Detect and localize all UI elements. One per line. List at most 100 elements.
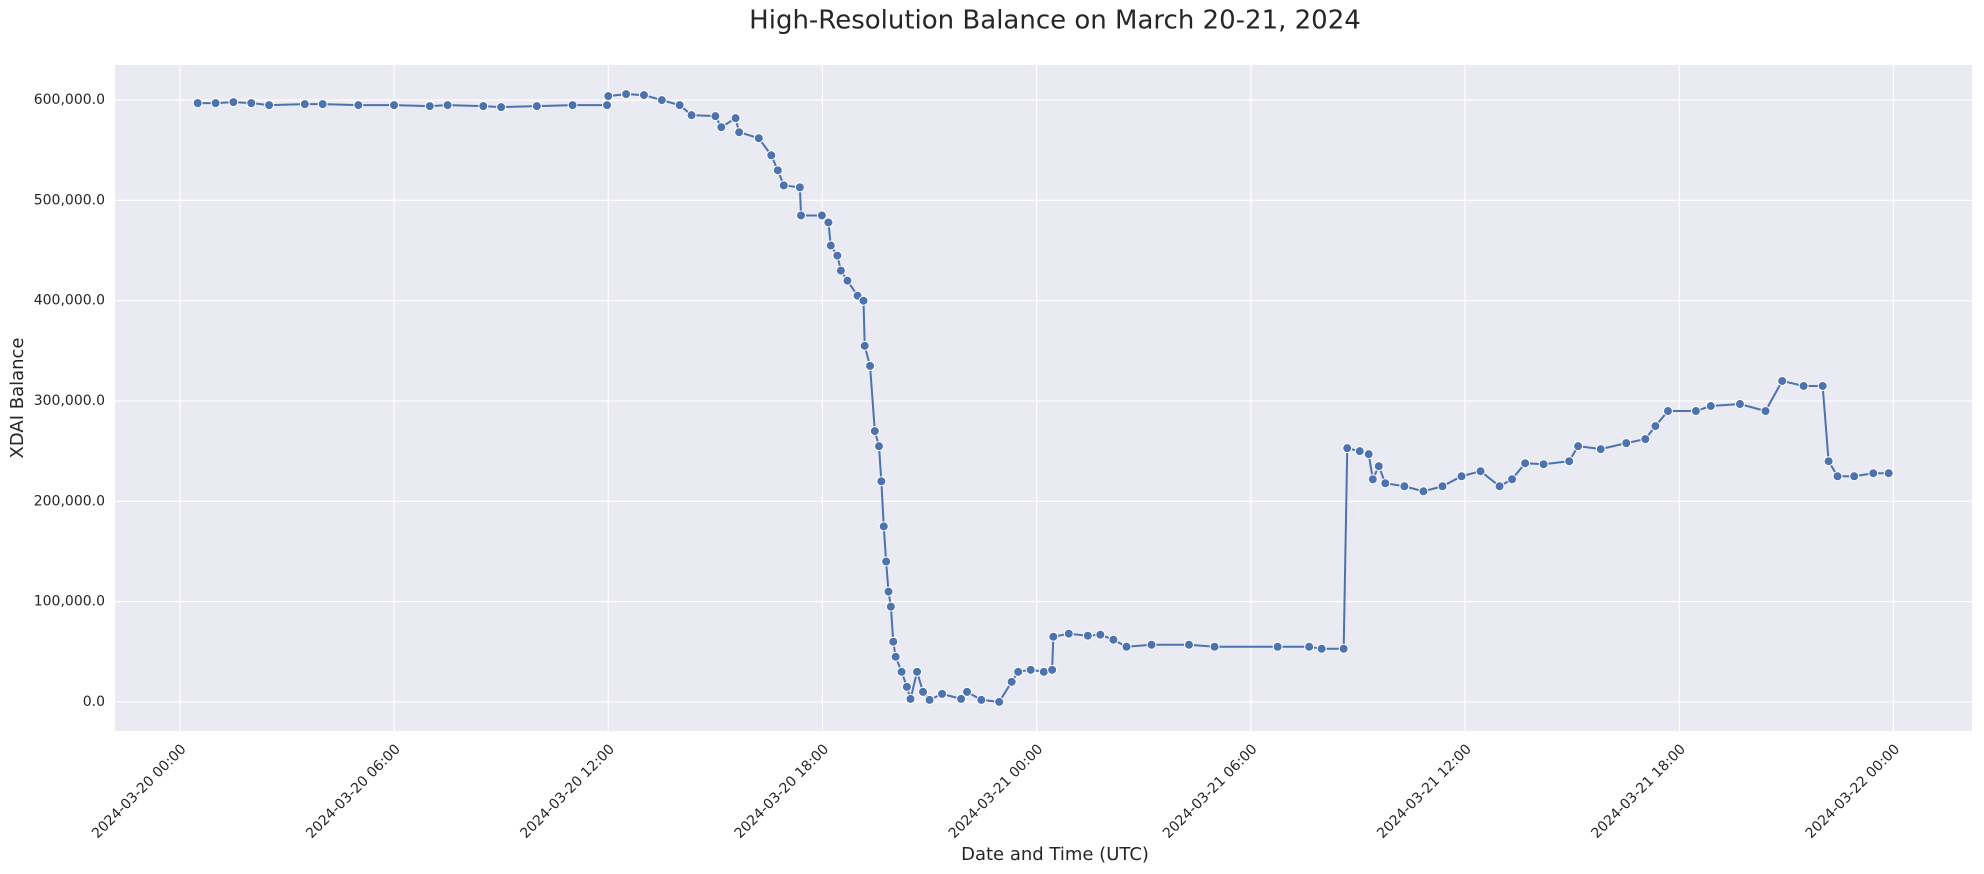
marker xyxy=(1760,406,1771,417)
marker xyxy=(956,693,967,704)
marker xyxy=(192,98,203,109)
marker xyxy=(1048,631,1059,642)
y-tick-label: 500,000.0 xyxy=(34,192,105,208)
marker xyxy=(621,89,632,100)
marker xyxy=(1342,443,1353,454)
marker xyxy=(858,295,869,306)
marker xyxy=(1095,629,1106,640)
marker xyxy=(962,686,973,697)
marker xyxy=(424,101,435,112)
marker xyxy=(603,91,614,102)
marker xyxy=(1338,643,1349,654)
y-tick-label: 100,000.0 xyxy=(34,594,105,610)
marker xyxy=(228,97,239,108)
marker xyxy=(1146,639,1157,650)
marker xyxy=(1399,481,1410,492)
marker xyxy=(753,133,764,144)
marker xyxy=(1520,458,1531,469)
marker xyxy=(1662,406,1673,417)
marker xyxy=(1063,628,1074,639)
y-tick-label: 600,000.0 xyxy=(34,92,105,108)
y-tick-label: 400,000.0 xyxy=(34,293,105,309)
marker xyxy=(937,688,948,699)
marker xyxy=(1418,486,1429,497)
marker xyxy=(1883,468,1894,479)
marker xyxy=(1475,466,1486,477)
plot-area xyxy=(115,65,1972,731)
marker xyxy=(1538,459,1549,470)
marker xyxy=(1650,421,1661,432)
marker xyxy=(865,360,876,371)
marker xyxy=(1006,676,1017,687)
marker xyxy=(976,694,987,705)
y-tick-label: 200,000.0 xyxy=(34,493,105,509)
marker xyxy=(825,240,836,251)
marker xyxy=(1849,471,1860,482)
marker xyxy=(832,250,843,261)
marker xyxy=(924,694,935,705)
marker xyxy=(1380,478,1391,489)
marker xyxy=(1595,444,1606,455)
marker xyxy=(1437,481,1448,492)
marker xyxy=(1183,639,1194,650)
marker xyxy=(264,100,275,111)
marker xyxy=(873,441,884,452)
marker xyxy=(710,111,721,122)
marker xyxy=(869,426,880,437)
y-tick-label: 0.0 xyxy=(83,694,105,710)
marker xyxy=(1025,664,1036,675)
marker xyxy=(674,100,685,111)
marker xyxy=(823,217,834,228)
marker xyxy=(901,681,912,692)
marker xyxy=(1047,664,1058,675)
marker xyxy=(888,636,899,647)
marker xyxy=(478,101,489,112)
marker xyxy=(766,150,777,161)
marker xyxy=(656,95,667,106)
marker xyxy=(210,98,221,109)
marker xyxy=(859,340,870,351)
marker xyxy=(716,122,727,133)
marker xyxy=(1777,375,1788,386)
x-axis-label: Date and Time (UTC) xyxy=(961,844,1149,865)
marker xyxy=(772,165,783,176)
marker xyxy=(602,100,613,111)
marker xyxy=(730,113,741,124)
marker xyxy=(918,686,929,697)
marker xyxy=(1013,666,1024,677)
marker xyxy=(883,586,894,597)
marker xyxy=(496,102,507,113)
marker xyxy=(1817,380,1828,391)
marker xyxy=(1363,449,1374,460)
marker xyxy=(794,182,805,193)
marker xyxy=(246,98,257,109)
marker xyxy=(1373,461,1384,472)
marker xyxy=(885,601,896,612)
marker xyxy=(1798,380,1809,391)
marker xyxy=(1354,446,1365,457)
marker xyxy=(912,666,923,677)
marker xyxy=(890,651,901,662)
marker xyxy=(1494,481,1505,492)
marker xyxy=(1121,641,1132,652)
y-axis-label: XDAI Balance xyxy=(7,337,28,458)
marker xyxy=(638,90,649,101)
marker xyxy=(1038,666,1049,677)
marker xyxy=(778,180,789,191)
marker xyxy=(881,556,892,567)
marker xyxy=(1316,643,1327,654)
chart-title: High-Resolution Balance on March 20-21, … xyxy=(749,6,1361,36)
marker xyxy=(994,696,1005,707)
marker xyxy=(389,100,400,111)
marker xyxy=(1367,474,1378,485)
marker xyxy=(1734,399,1745,410)
marker xyxy=(876,476,887,487)
marker xyxy=(1868,468,1879,479)
marker xyxy=(734,127,745,138)
marker xyxy=(1832,471,1843,482)
marker xyxy=(896,666,907,677)
marker xyxy=(1705,401,1716,412)
marker xyxy=(835,265,846,276)
marker xyxy=(1108,634,1119,645)
